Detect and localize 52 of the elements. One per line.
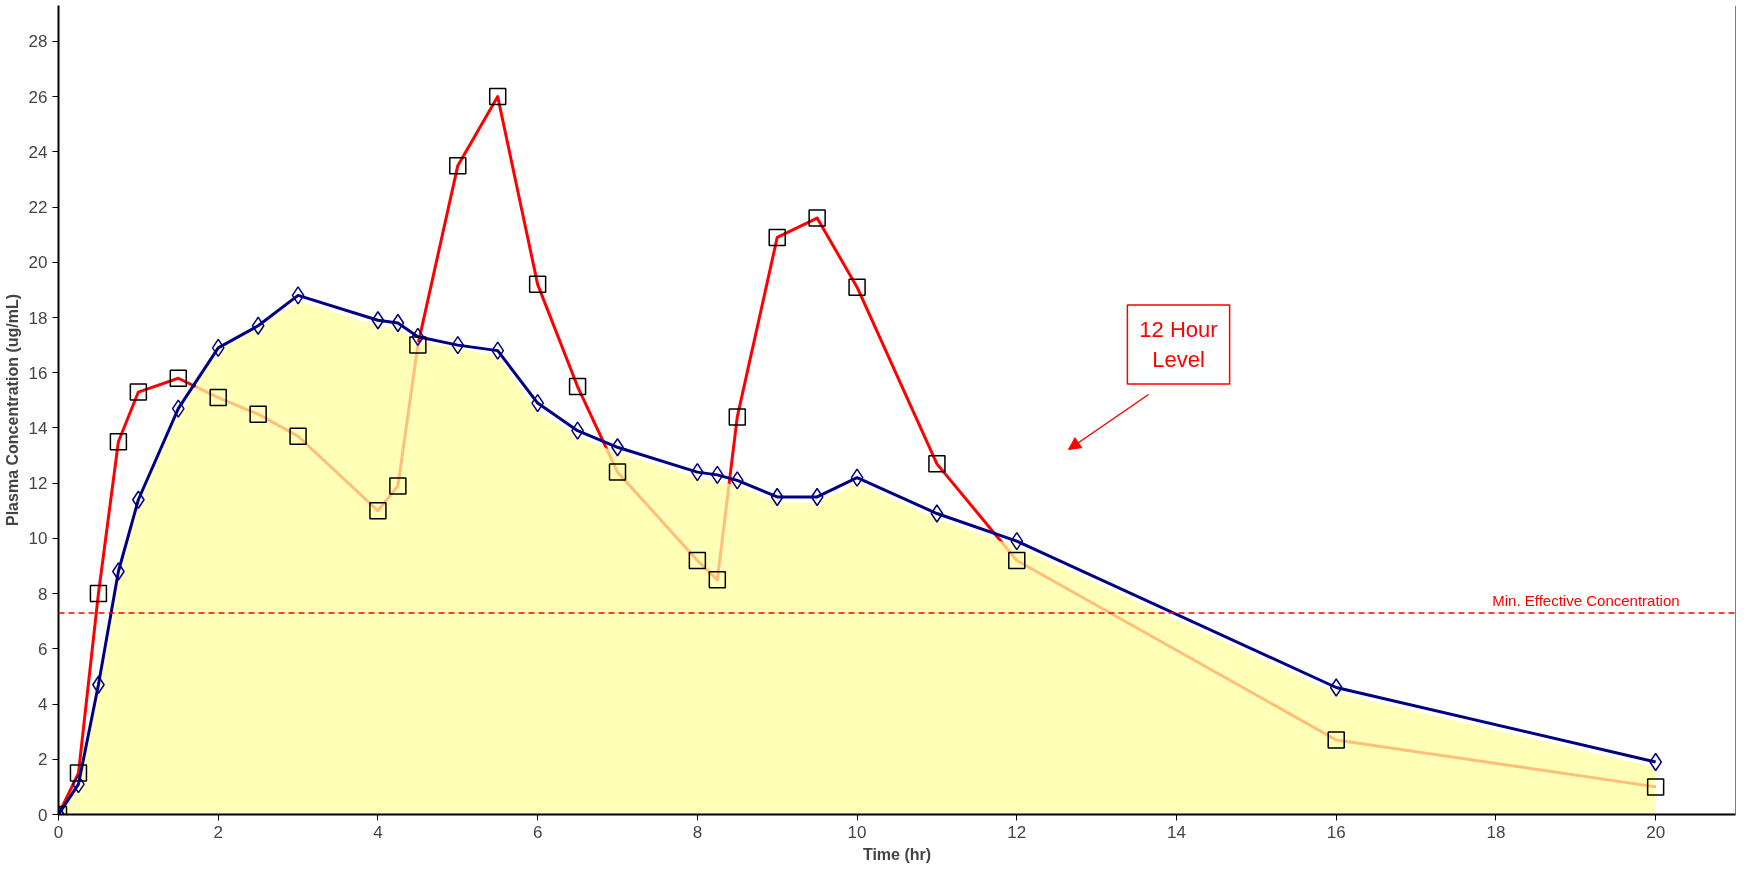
point (531, 393, 545, 413)
y-tick-label: 18 (28, 308, 48, 328)
y-tick-label: 0 (38, 805, 48, 825)
point (1329, 678, 1343, 697)
y-tick-label: 28 (28, 32, 48, 52)
point (730, 471, 744, 490)
x-axis-title: Time (hr) (862, 845, 932, 863)
x-tick-label: 8 (692, 822, 703, 842)
y-tick-label: 14 (28, 418, 48, 438)
y-tick-label: 12 (28, 474, 48, 494)
point (411, 327, 425, 347)
y-axis-title: Plasma Concentration (ug/mL) (3, 293, 21, 527)
y-tick-label: 24 (28, 142, 48, 162)
point (111, 562, 125, 581)
point (171, 399, 185, 418)
point (391, 313, 405, 333)
point (770, 487, 784, 507)
x-tick-label: 10 (847, 822, 867, 842)
y-tick-label: 2 (38, 750, 48, 770)
x-tick-label: 0 (53, 822, 64, 842)
point (930, 504, 944, 523)
point (1649, 752, 1663, 772)
annotation: 12 Hour Level (1139, 317, 1218, 372)
point (211, 338, 225, 358)
y-tick-label: 6 (38, 639, 48, 659)
point (810, 487, 824, 507)
point (850, 468, 864, 487)
ref-line-label: Min. Effective Concentration (1492, 591, 1680, 609)
y-tick-label: 20 (28, 253, 48, 273)
y-tick-label: 26 (28, 87, 48, 107)
y-tick-label: 22 (28, 198, 48, 218)
y-tick-label: 16 (28, 363, 48, 383)
x-tick-label: 12 (1007, 822, 1027, 842)
x-tick-label: 4 (373, 822, 383, 842)
point (131, 490, 145, 509)
point (251, 316, 265, 336)
y-tick-label: 8 (38, 584, 48, 604)
point (291, 286, 305, 305)
point (371, 311, 385, 330)
x-tick-label: 6 (532, 822, 543, 842)
point (1010, 531, 1024, 551)
x-tick-label: 14 (1167, 822, 1186, 842)
x-tick-label: 2 (213, 822, 223, 842)
y-tick-label: 4 (38, 695, 48, 715)
x-tick-label: 18 (1486, 822, 1506, 842)
x-tick-label: 16 (1326, 822, 1346, 842)
point (451, 335, 465, 355)
x-tick-label: 20 (1646, 822, 1666, 842)
point (690, 462, 704, 482)
point (710, 465, 724, 485)
point (491, 341, 505, 360)
y-tick-label: 10 (28, 529, 48, 549)
